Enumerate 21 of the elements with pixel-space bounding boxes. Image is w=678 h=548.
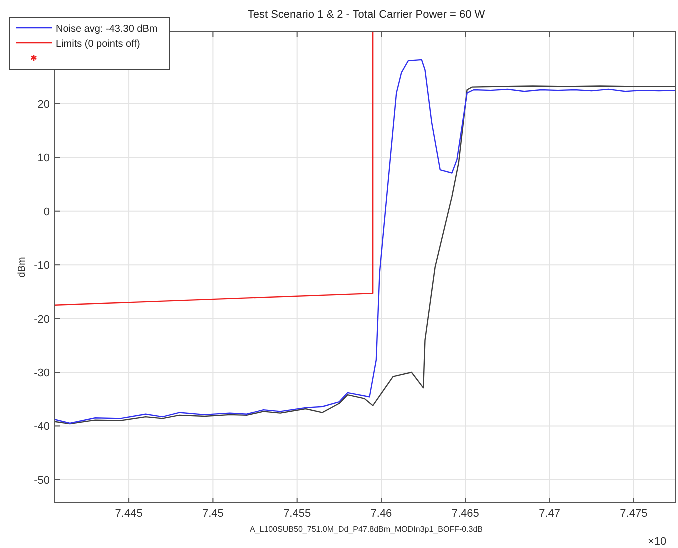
y-axis-title: dBm (17, 257, 28, 278)
chart-title: Test Scenario 1 & 2 - Total Carrier Power = 60 W (248, 9, 486, 21)
y-tick-label: -20 (34, 314, 50, 326)
x-tick-label: 7.465 (452, 508, 480, 520)
y-tick-label: -30 (34, 367, 50, 380)
x-tick-label: 7.455 (284, 508, 312, 520)
x-tick-label: 7.47 (539, 508, 560, 520)
x-tick-label: 7.46 (370, 508, 392, 520)
legend-label: Limits (0 points off) (56, 39, 140, 50)
y-tick-label: -40 (34, 421, 50, 434)
y-tick-label: 10 (38, 152, 50, 165)
x-tick-label: 7.45 (202, 508, 224, 520)
legend-label: Noise avg: -43.30 dBm (56, 24, 158, 35)
y-tick-label: 0 (44, 206, 50, 218)
y-tick-label: -10 (34, 260, 50, 272)
x-tick-label: 7.445 (115, 508, 143, 520)
x-tick-label: 7.475 (620, 508, 648, 520)
x-axis-title: A_L100SUB50_751.0M_Dd_P47.8dBm_MODIn3p1_BOFF-0.3dB (250, 525, 484, 534)
text: ×10 (648, 536, 667, 548)
y-tick-label: -50 (34, 474, 50, 487)
y-tick-label: 20 (38, 98, 50, 111)
